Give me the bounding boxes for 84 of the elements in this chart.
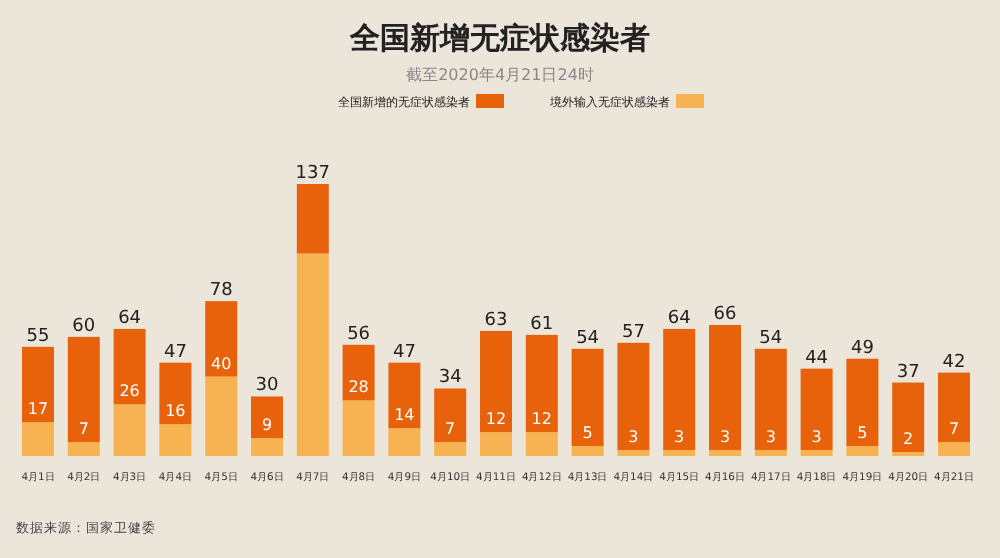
bar xyxy=(434,388,467,443)
data-label: 17 xyxy=(27,400,49,419)
total-label: 63 xyxy=(484,310,508,331)
total-label: 34 xyxy=(438,368,463,389)
total-label: 44 xyxy=(805,348,829,369)
total-label: 54 xyxy=(576,328,600,349)
data-label: 16 xyxy=(165,402,186,421)
bar xyxy=(754,348,787,451)
bar xyxy=(938,442,970,456)
bar xyxy=(388,428,421,456)
data-label: 3 xyxy=(628,428,639,447)
bar xyxy=(754,450,787,456)
total-label: 49 xyxy=(850,338,875,359)
bar xyxy=(617,450,650,456)
bar xyxy=(342,400,375,456)
bar xyxy=(342,344,375,401)
total-label: 54 xyxy=(759,328,783,349)
bar xyxy=(113,328,146,405)
data-label: 12 xyxy=(531,410,552,429)
bar xyxy=(663,450,696,456)
total-label: 30 xyxy=(255,376,279,397)
bar xyxy=(159,424,192,456)
bar xyxy=(205,376,238,456)
bar xyxy=(388,362,421,429)
chart-subtitle: 截至2020年4月21日24时 xyxy=(406,66,594,84)
bar xyxy=(434,442,467,456)
total-label: 137 xyxy=(295,164,330,184)
bar xyxy=(251,396,283,439)
total-label: 37 xyxy=(896,362,920,383)
data-label: 26 xyxy=(119,382,140,401)
data-label: 9 xyxy=(261,416,273,435)
data-label: 5 xyxy=(582,424,593,443)
bar xyxy=(296,184,329,254)
data-label: 3 xyxy=(811,428,822,447)
bar xyxy=(22,422,54,456)
data-label: 3 xyxy=(765,428,776,447)
data-label: 7 xyxy=(78,420,89,439)
data-label: 7 xyxy=(948,420,960,439)
bar xyxy=(938,372,970,443)
bar xyxy=(800,450,833,456)
data-label: 5 xyxy=(857,424,868,443)
bar xyxy=(205,301,238,377)
bar xyxy=(525,432,558,456)
total-label: 78 xyxy=(209,281,234,302)
data-label: 12 xyxy=(485,410,507,429)
bar xyxy=(251,438,283,456)
bar xyxy=(846,446,879,456)
bar xyxy=(617,342,650,451)
data-label: 28 xyxy=(348,378,369,397)
data-label: 2 xyxy=(903,430,914,449)
total-label: 57 xyxy=(621,322,645,343)
chart-title: 全国新增无症状感染者 xyxy=(348,20,650,56)
total-label: 55 xyxy=(26,326,50,347)
bar xyxy=(113,404,146,456)
bar xyxy=(709,450,741,456)
bar xyxy=(480,432,512,456)
data-label: 3 xyxy=(674,428,685,447)
bar xyxy=(800,368,833,451)
bar xyxy=(571,446,604,456)
bar xyxy=(296,253,329,456)
total-label: 47 xyxy=(163,342,187,363)
total-label: 61 xyxy=(530,314,554,335)
total-label: 64 xyxy=(118,308,142,329)
data-label: 7 xyxy=(445,420,456,439)
bar xyxy=(846,358,879,447)
bar xyxy=(22,346,54,423)
bar xyxy=(67,442,100,456)
data-label: 3 xyxy=(719,428,731,447)
bar xyxy=(480,330,512,433)
total-label: 66 xyxy=(713,304,737,325)
total-label: 47 xyxy=(392,342,416,363)
total-label: 42 xyxy=(942,352,966,373)
total-label: 60 xyxy=(72,316,96,337)
bar xyxy=(663,328,696,451)
bar xyxy=(159,362,192,425)
bar xyxy=(571,348,604,447)
total-label: 64 xyxy=(667,308,692,329)
total-label: 56 xyxy=(347,324,371,345)
bar xyxy=(67,336,100,443)
bar xyxy=(525,334,558,433)
bar xyxy=(892,382,925,453)
data-label: 14 xyxy=(394,406,415,425)
bar xyxy=(709,324,741,451)
data-label: 40 xyxy=(211,354,232,373)
